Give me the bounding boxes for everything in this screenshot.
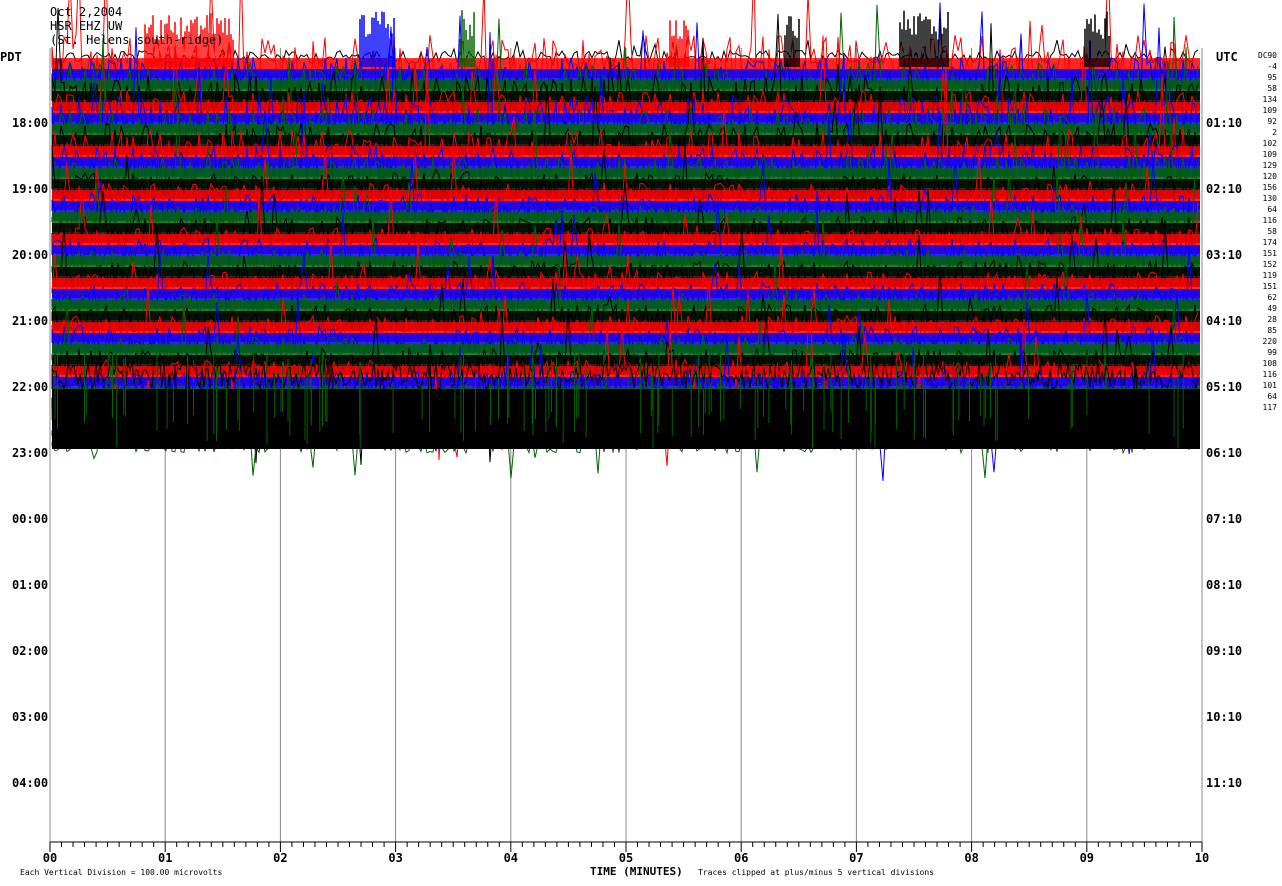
- x-tick-label-5: 05: [619, 851, 633, 865]
- trace-wave-4: [51, 7, 1199, 185]
- dc-offset-19: 152: [1263, 260, 1278, 269]
- dc-offset-22: 62: [1267, 293, 1277, 302]
- pdt-label-7: 01:00: [12, 578, 48, 592]
- dc-offset-31: 64: [1267, 392, 1277, 401]
- dc-offset-2: 95: [1267, 73, 1277, 82]
- trace-row-final: [51, 349, 1200, 449]
- dc-offset-14: 64: [1267, 205, 1277, 214]
- dc-offset-5: 109: [1263, 106, 1278, 115]
- dc-offset-8: 102: [1263, 139, 1278, 148]
- pdt-label-4: 22:00: [12, 380, 48, 394]
- dc-offset-29: 116: [1263, 370, 1278, 379]
- utc-label-0: 01:10: [1206, 116, 1242, 130]
- utc-label-1: 02:10: [1206, 182, 1242, 196]
- dc-offset-18: 151: [1263, 249, 1278, 258]
- trace-wave-29: [51, 318, 1199, 433]
- header-date: Oct 2,2004: [50, 5, 122, 19]
- dc-offset-9: 109: [1263, 150, 1278, 159]
- dc-offset-4: 134: [1263, 95, 1278, 104]
- x-tick-label-0: 00: [43, 851, 57, 865]
- x-tick-label-3: 03: [388, 851, 402, 865]
- dc-offset-26: 220: [1263, 337, 1278, 346]
- x-tick-label-2: 02: [273, 851, 287, 865]
- dc-offset-27: 99: [1267, 348, 1277, 357]
- utc-label-3: 04:10: [1206, 314, 1242, 328]
- dc-offset-header: DC: [1258, 51, 1268, 60]
- utc-label-8: 09:10: [1206, 644, 1242, 658]
- x-tick-label-4: 04: [504, 851, 518, 865]
- dc-offset-16: 58: [1267, 227, 1277, 236]
- dc-offset-1: -4: [1267, 62, 1277, 71]
- dc-offset-20: 119: [1263, 271, 1278, 280]
- dc-offset-13: 130: [1263, 194, 1278, 203]
- utc-label-2: 03:10: [1206, 248, 1242, 262]
- utc-hour-labels: 01:10 02:10 03:10 04:10 05:10 06:10 07:10 08:10…: [1206, 116, 1242, 790]
- dc-offset-6: 92: [1267, 117, 1277, 126]
- pdt-hour-labels: 18:00 19:00 20:00 21:00 22:00 23:00 00:00 01:00…: [12, 116, 48, 790]
- dc-offset-30: 101: [1263, 381, 1278, 390]
- trace-final-band: [52, 389, 1200, 449]
- pdt-label-10: 04:00: [12, 776, 48, 790]
- clip-note: Traces clipped at plus/minus 5 vertical …: [698, 868, 934, 877]
- pdt-label-1: 19:00: [12, 182, 48, 196]
- utc-label-5: 06:10: [1206, 446, 1242, 460]
- pdt-label-8: 02:00: [12, 644, 48, 658]
- x-tick-label-6: 06: [734, 851, 748, 865]
- pdt-label-6: 00:00: [12, 512, 48, 526]
- x-tick-label-7: 07: [849, 851, 863, 865]
- pdt-label-5: 23:00: [12, 446, 48, 460]
- pdt-label-0: 18:00: [12, 116, 48, 130]
- trace-row-top-bursts: [144, 10, 1110, 67]
- dc-offset-28: 108: [1263, 359, 1278, 368]
- dc-offset-7: 2: [1272, 128, 1277, 137]
- x-axis-title: TIME (MINUTES): [590, 865, 683, 878]
- scale-note: Each Vertical Division = 100.00 microvol…: [20, 868, 222, 877]
- dc-offset-23: 49: [1267, 304, 1277, 313]
- pdt-label-9: 03:00: [12, 710, 48, 724]
- x-tick-label-8: 08: [964, 851, 978, 865]
- plot-axes: [49, 841, 1203, 852]
- dc-offset-32: 117: [1263, 403, 1278, 412]
- dc-offset-10: 129: [1263, 161, 1278, 170]
- pdt-label-3: 21:00: [12, 314, 48, 328]
- dc-offset-17: 174: [1263, 238, 1278, 247]
- x-tick-label-10: 10: [1195, 851, 1209, 865]
- trace-final-spikes: [51, 357, 1199, 391]
- dc-offset-25: 85: [1267, 326, 1277, 335]
- header-location: (St. Helens south-ridge): [50, 33, 223, 47]
- utc-label-10: 11:10: [1206, 776, 1242, 790]
- header-station: HSR EHZ UW: [50, 19, 123, 33]
- dc-offset-24: 28: [1267, 315, 1277, 324]
- utc-label-6: 07:10: [1206, 512, 1242, 526]
- dc-offset-3: 58: [1267, 84, 1277, 93]
- right-timezone-label: UTC: [1216, 50, 1238, 64]
- dc-offset-labels: 90 -4 95 58 134 109 92 2 102 109 129 120 156 130 64 116…: [1263, 51, 1278, 412]
- x-tick-label-1: 01: [158, 851, 172, 865]
- utc-label-4: 05:10: [1206, 380, 1242, 394]
- dc-offset-11: 120: [1263, 172, 1278, 181]
- pdt-label-2: 20:00: [12, 248, 48, 262]
- dc-offset-0: 90: [1267, 51, 1277, 60]
- utc-label-7: 08:10: [1206, 578, 1242, 592]
- trace-wave-17: [51, 187, 1199, 299]
- seismic-traces: [51, 0, 1200, 481]
- left-timezone-label: PDT: [0, 50, 22, 64]
- dc-offset-12: 156: [1263, 183, 1278, 192]
- dc-offset-21: 151: [1263, 282, 1278, 291]
- x-tick-label-9: 09: [1080, 851, 1094, 865]
- utc-label-9: 10:10: [1206, 710, 1242, 724]
- dc-offset-15: 116: [1263, 216, 1278, 225]
- x-axis-tick-labels: 00 01 02 03 04 05 06 07 08 09 10: [43, 851, 1209, 865]
